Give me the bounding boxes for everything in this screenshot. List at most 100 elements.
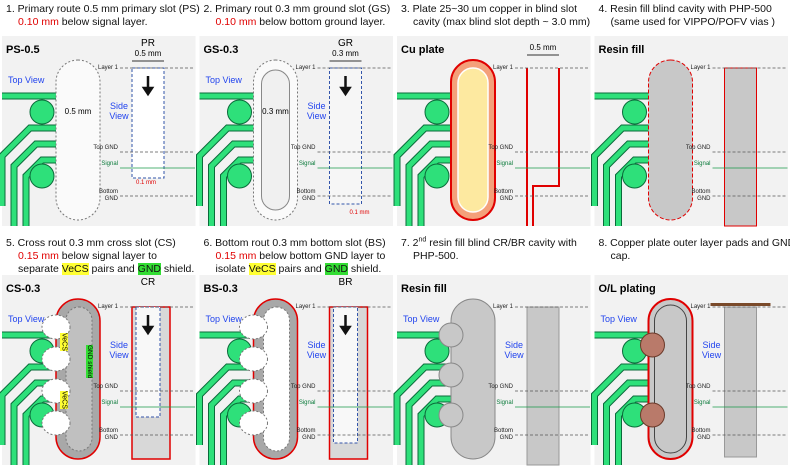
layer-label: Layer 1 [690, 65, 711, 71]
side-view-label: Side View [306, 101, 327, 121]
side-view-label: Side View [109, 101, 129, 121]
slot-inner [457, 67, 489, 213]
caption: 8. Copper plate outer layer pads and GND… [599, 237, 790, 263]
caption-text: 0.15 mm [18, 250, 59, 262]
trace [394, 364, 453, 445]
caption-line: (same used for VIPPO/POFV vias ) [599, 16, 776, 29]
caption-text: VeCS [248, 263, 276, 275]
cross-slot [239, 314, 268, 340]
caption-line: PHP-500. [401, 250, 577, 263]
caption-text: below signal layer to [58, 250, 157, 262]
caption: 3. Plate 25~30 um copper in blind slot ca… [401, 3, 590, 29]
layer-label: Signal [298, 161, 316, 167]
caption-line: 5. Cross rout 0.3 mm cross slot (CS) [6, 237, 194, 250]
panel [393, 36, 591, 226]
caption: 6. Bottom rout 0.3 mm bottom slot (BS) 0.… [204, 237, 386, 276]
trace [604, 380, 651, 465]
panel-label: CS-0.3 [6, 283, 41, 295]
caption-line: 2. Primary rout 0.3 mm ground slot (GS) [204, 3, 391, 16]
cross-slot [41, 410, 71, 436]
layer-label: Top GND [488, 384, 513, 390]
caption: 2. Primary rout 0.3 mm ground slot (GS) 0… [204, 3, 391, 29]
resin-bump [438, 402, 464, 428]
caption-line: 4. Resin fill blind cavity with PHP-500 [599, 3, 776, 16]
caption-line: 6. Bottom rout 0.3 mm bottom slot (BS) [204, 237, 386, 250]
caption-text: below bottom ground layer. [256, 16, 386, 28]
panel [591, 36, 788, 227]
trace [209, 141, 256, 226]
pad [29, 99, 55, 125]
pad [227, 99, 252, 125]
layer-label: Bottom GND [296, 189, 316, 202]
cross-slot [239, 410, 268, 436]
side-view-label: Side View [109, 340, 129, 360]
caption: 1. Primary route 0.5 mm primary slot (PS… [6, 3, 200, 29]
caption-text: 6. Bottom rout 0.3 mm bottom slot (BS) [203, 237, 386, 249]
pad [424, 163, 450, 189]
trace [394, 125, 453, 206]
top-view-label: Top View [403, 314, 440, 324]
dim-name: BR [338, 277, 353, 288]
trace [604, 141, 651, 226]
trace [592, 125, 651, 206]
caption-text: 0.10 mm [18, 16, 59, 28]
layer-label: Signal [101, 161, 118, 167]
layer-label: Signal [298, 400, 316, 406]
slot-inner [65, 306, 93, 452]
layer-label: Top GND [685, 145, 711, 151]
caption-text: 2. Primary rout 0.3 mm ground slot (GS) [203, 3, 391, 15]
layer-label: Layer 1 [97, 304, 118, 310]
top-dim: 0.5 mm [134, 49, 162, 58]
top-dim: 0.3 mm [332, 49, 359, 58]
caption-text: pairs and [275, 263, 325, 275]
caption: 5. Cross rout 0.3 mm cross slot (CS) 0.15… [6, 237, 194, 276]
caption-text: resin fill blind CR/BR cavity with [426, 237, 577, 249]
layer-label: Layer 1 [295, 304, 316, 310]
panel-label: PS-0.5 [6, 44, 40, 56]
resin-bump [438, 362, 464, 388]
layer-label: Layer 1 [295, 65, 316, 71]
arrow [339, 315, 352, 336]
caption-text: VeCS [61, 263, 89, 275]
panel [0, 36, 196, 226]
cross-slot [239, 378, 268, 404]
layer-label: Signal [496, 161, 513, 167]
resin-bump [438, 322, 464, 348]
layer-label: Top GND [685, 384, 711, 390]
layer-label: Top GND [488, 145, 513, 151]
layer-label: Bottom GND [98, 428, 118, 441]
caption-line: cap. [599, 250, 790, 263]
arrow [141, 315, 155, 336]
trace [197, 125, 256, 206]
layer-label: Top GND [290, 145, 316, 151]
panel [393, 275, 591, 466]
trace [197, 364, 256, 445]
caption-text: 7. 2 [401, 237, 419, 249]
layer-label: Bottom GND [296, 428, 316, 441]
caption-line: cavity (max blind slot depth ~ 3.0 mm) [401, 16, 590, 29]
top-view-label: Top View [205, 314, 242, 324]
panel [591, 275, 788, 465]
layer-label: Layer 1 [492, 65, 513, 71]
plated-pad [640, 402, 665, 428]
dim-name: CR [140, 277, 156, 288]
side-fill [724, 67, 757, 227]
caption-text: 4. Resin fill blind cavity with PHP-500 [598, 3, 772, 15]
caption-text: 0.15 mm [215, 250, 257, 262]
trace [0, 125, 58, 206]
panel [0, 275, 196, 465]
top-view-label: Top View [205, 75, 242, 85]
layer-label: Signal [496, 400, 513, 406]
panel [196, 275, 393, 465]
caption-line: 7. 2nd resin fill blind CR/BR cavity wit… [401, 237, 577, 250]
trace [592, 364, 651, 445]
caption-line: 1. Primary route 0.5 mm primary slot (PS… [6, 3, 200, 16]
caption-text: PHP-500. [413, 250, 459, 262]
slot-dim: 0.5 mm [64, 107, 92, 116]
pad [424, 338, 450, 364]
panel-label: Resin fill [401, 283, 447, 295]
side-view-label: Side View [504, 340, 524, 360]
depth-dim: 0.1 mm [349, 210, 370, 216]
caption-text: 8. Copper plate outer layer pads and GND [598, 237, 790, 249]
